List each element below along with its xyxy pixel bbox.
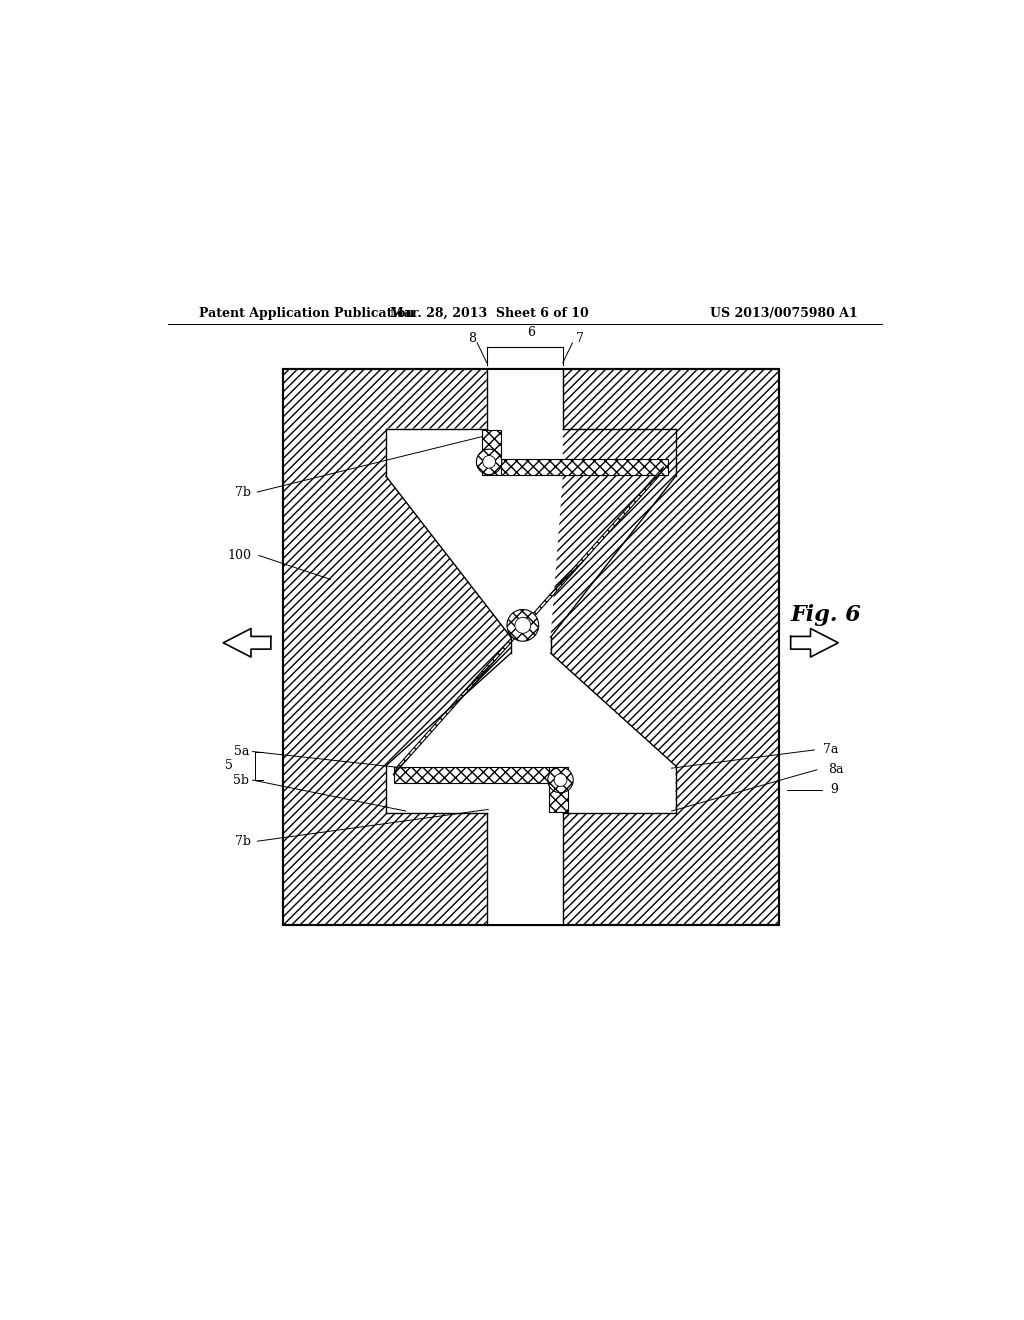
Text: 7a: 7a <box>822 743 838 756</box>
Text: 7b: 7b <box>236 486 251 499</box>
Text: 100: 100 <box>227 549 251 562</box>
Bar <box>283 370 778 924</box>
Bar <box>283 370 778 924</box>
Text: 8a: 8a <box>828 763 844 776</box>
Text: Mar. 28, 2013  Sheet 6 of 10: Mar. 28, 2013 Sheet 6 of 10 <box>390 308 589 319</box>
Text: 5b: 5b <box>233 774 250 787</box>
Circle shape <box>554 774 567 787</box>
Text: US 2013/0075980 A1: US 2013/0075980 A1 <box>711 308 858 319</box>
Text: 5: 5 <box>225 759 232 772</box>
Circle shape <box>548 767 573 793</box>
Bar <box>549 767 567 812</box>
Bar <box>482 430 501 475</box>
Bar <box>394 767 549 783</box>
Circle shape <box>507 610 539 642</box>
Circle shape <box>482 455 496 469</box>
Text: 8: 8 <box>468 333 476 346</box>
Bar <box>501 459 668 475</box>
Circle shape <box>476 449 502 475</box>
Circle shape <box>515 618 530 634</box>
Polygon shape <box>791 628 839 657</box>
Polygon shape <box>393 466 664 775</box>
Text: 5a: 5a <box>233 744 249 758</box>
Text: 9: 9 <box>830 783 839 796</box>
Text: Patent Application Publication: Patent Application Publication <box>200 308 415 319</box>
Text: Fig. 6: Fig. 6 <box>791 605 862 626</box>
Polygon shape <box>386 370 676 924</box>
Text: 6: 6 <box>526 326 535 339</box>
Text: 7b: 7b <box>236 834 251 847</box>
Text: 7: 7 <box>577 333 585 346</box>
Polygon shape <box>223 628 270 657</box>
Bar <box>283 370 778 924</box>
